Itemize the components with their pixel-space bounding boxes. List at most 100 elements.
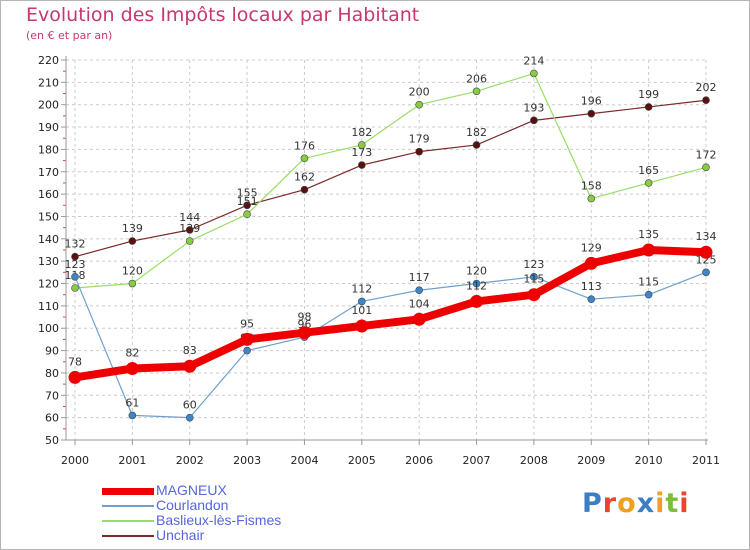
data-label-baslieux-l-s-fismes: 158 [581, 180, 602, 193]
x-tick-label: 2001 [118, 454, 146, 467]
data-point-baslieux-l-s-fismes [300, 154, 309, 163]
data-point-magneux [297, 326, 311, 340]
data-point-unchair [300, 185, 309, 194]
y-tick-label: 100 [38, 322, 59, 335]
data-label-magneux: 135 [638, 228, 659, 241]
data-point-courlandon [702, 268, 710, 277]
data-point-baslieux-l-s-fismes [472, 87, 481, 96]
y-tick-label: 50 [45, 434, 59, 447]
data-label-baslieux-l-s-fismes: 139 [179, 222, 200, 235]
data-label-courlandon: 123 [65, 258, 86, 271]
data-label-courlandon: 117 [409, 271, 430, 284]
x-tick-label: 2007 [463, 454, 491, 467]
data-label-baslieux-l-s-fismes: 120 [122, 265, 143, 278]
logo-letter: o [617, 488, 637, 519]
data-point-unchair [587, 109, 596, 118]
data-point-unchair [702, 96, 710, 105]
data-label-magneux: 115 [523, 273, 544, 286]
data-label-unchair: 144 [179, 211, 200, 224]
data-label-baslieux-l-s-fismes: 182 [351, 126, 372, 139]
data-point-unchair [185, 226, 194, 234]
y-tick-label: 130 [38, 255, 59, 268]
x-tick-label: 2010 [635, 454, 663, 467]
data-label-unchair: 193 [523, 101, 544, 114]
x-tick-label: 2005 [348, 454, 376, 467]
proxiti-logo: Proxiti [582, 488, 690, 519]
series-line-baslieux-l-s-fismes [74, 72, 707, 289]
data-label-unchair: 179 [409, 133, 430, 146]
y-tick-label: 210 [38, 76, 59, 89]
data-point-courlandon [185, 413, 194, 422]
x-tick-label: 2004 [290, 454, 318, 467]
data-label-baslieux-l-s-fismes: 176 [294, 139, 315, 152]
data-label-courlandon: 123 [523, 258, 544, 271]
x-tick-label: 2000 [61, 454, 89, 467]
x-tick-label: 2003 [233, 454, 261, 467]
logo-letter: r [602, 488, 618, 519]
data-point-baslieux-l-s-fismes [243, 210, 251, 219]
data-label-unchair: 132 [65, 238, 86, 251]
data-label-magneux: 98 [297, 311, 311, 324]
data-label-courlandon: 120 [466, 265, 487, 278]
data-point-courlandon [358, 297, 366, 306]
chart-title: Evolution des Impôts locaux par Habitant [26, 4, 420, 26]
data-point-unchair [415, 147, 423, 156]
data-point-magneux [68, 370, 82, 384]
y-tick-label: 120 [38, 278, 59, 291]
data-point-magneux [125, 361, 139, 375]
data-label-magneux: 104 [409, 297, 430, 310]
y-tick-label: 70 [45, 389, 59, 402]
data-label-baslieux-l-s-fismes: 214 [523, 54, 544, 67]
y-tick-label: 180 [38, 143, 59, 156]
data-point-unchair [472, 141, 481, 149]
data-point-baslieux-l-s-fismes [530, 69, 538, 78]
data-label-baslieux-l-s-fismes: 206 [466, 72, 487, 85]
data-label-baslieux-l-s-fismes: 151 [237, 195, 258, 208]
data-point-magneux [240, 332, 254, 346]
data-point-magneux [642, 243, 656, 257]
data-label-unchair: 182 [466, 126, 487, 139]
legend-label: Unchair [156, 527, 205, 543]
data-point-baslieux-l-s-fismes [128, 279, 137, 288]
data-label-unchair: 162 [294, 171, 315, 184]
data-point-baslieux-l-s-fismes [587, 194, 596, 203]
data-label-courlandon: 112 [351, 282, 372, 295]
y-tick-label: 60 [45, 412, 59, 425]
y-tick-label: 80 [45, 367, 59, 380]
legend-label: MAGNEUX [156, 482, 227, 498]
data-label-unchair: 196 [581, 95, 602, 108]
data-label-magneux: 129 [581, 241, 602, 254]
data-label-magneux: 134 [696, 230, 717, 243]
y-tick-label: 170 [38, 166, 59, 179]
data-label-baslieux-l-s-fismes: 165 [638, 164, 659, 177]
data-label-magneux: 101 [351, 304, 372, 317]
series-line-unchair [74, 99, 707, 258]
data-point-magneux [412, 312, 426, 326]
data-point-baslieux-l-s-fismes [415, 100, 423, 109]
data-point-baslieux-l-s-fismes [358, 141, 366, 149]
data-point-courlandon [587, 295, 596, 303]
data-label-unchair: 155 [237, 186, 258, 199]
legend-swatch [102, 520, 154, 522]
chart-subtitle: (en € et par an) [26, 29, 113, 42]
data-point-unchair [644, 103, 653, 111]
data-point-unchair [243, 201, 251, 210]
data-label-baslieux-l-s-fismes: 172 [696, 148, 717, 161]
data-point-magneux [584, 256, 598, 270]
x-tick-label: 2011 [692, 454, 720, 467]
data-label-unchair: 199 [638, 88, 659, 101]
x-tick-label: 2006 [405, 454, 433, 467]
x-tick-label: 2009 [577, 454, 605, 467]
data-label-magneux: 112 [466, 279, 487, 292]
x-tick-label: 2008 [520, 454, 548, 467]
y-tick-label: 220 [38, 54, 59, 67]
data-point-courlandon [644, 290, 653, 299]
data-point-unchair [128, 237, 137, 245]
data-point-unchair [71, 252, 79, 261]
legend-label: Courlandon [156, 497, 229, 513]
data-label-courlandon: 115 [638, 276, 659, 289]
data-label-magneux: 78 [68, 355, 82, 368]
data-label-baslieux-l-s-fismes: 200 [409, 86, 430, 99]
